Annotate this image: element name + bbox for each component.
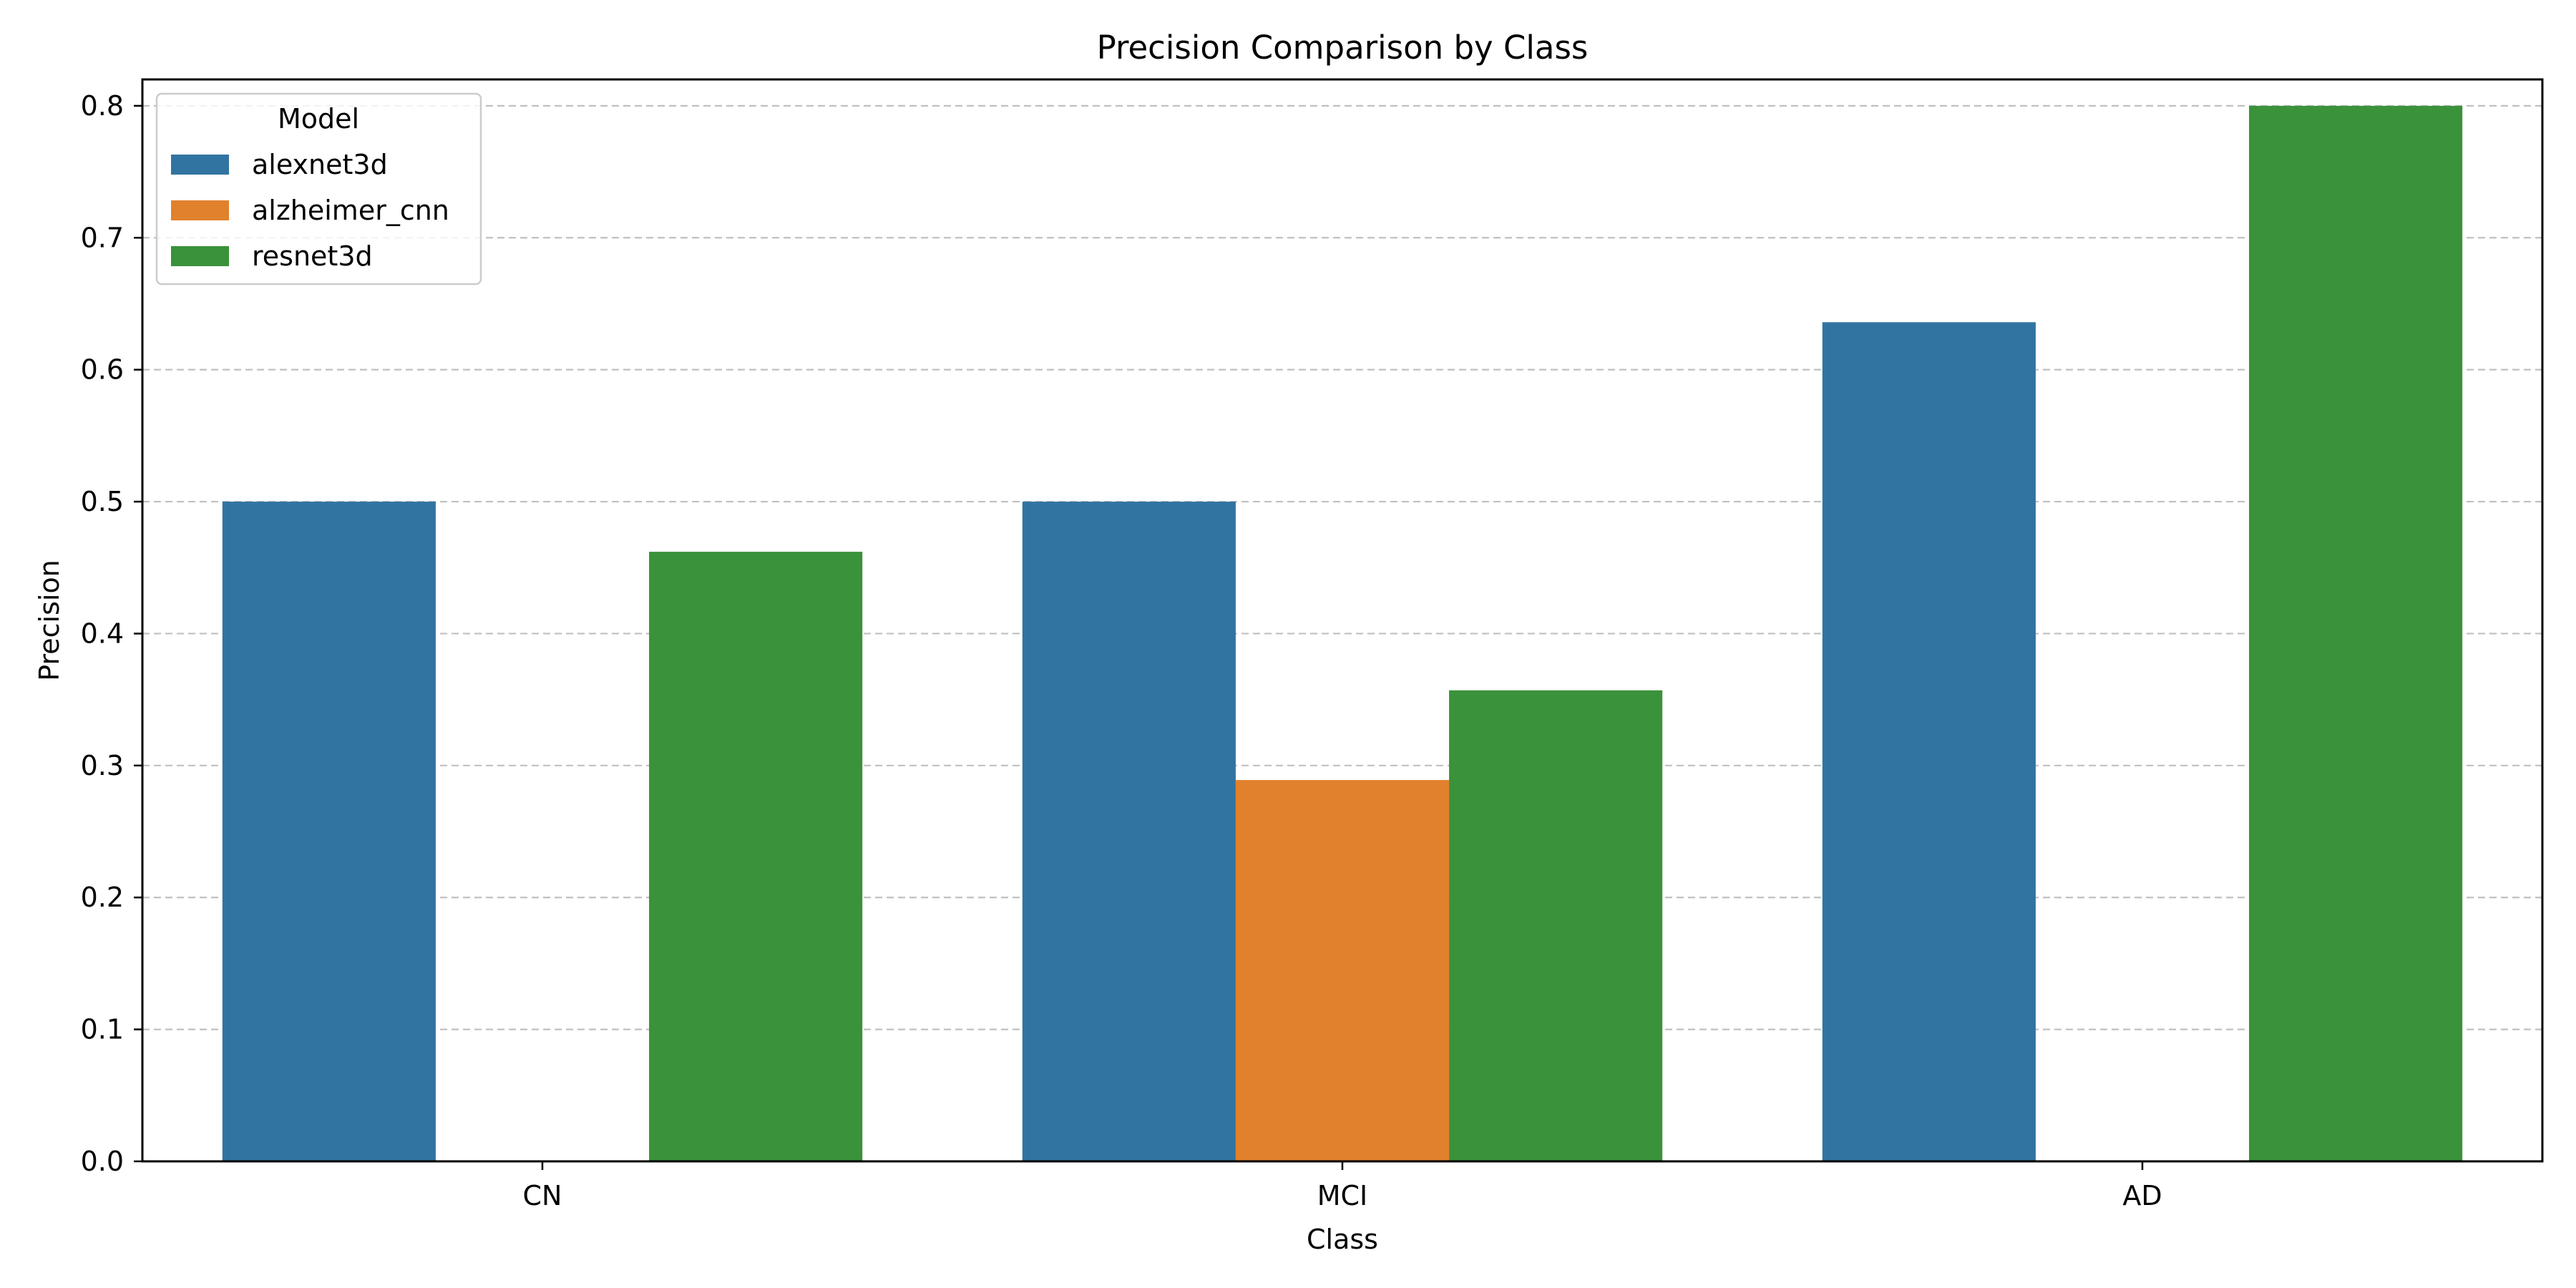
y-tick-label: 0.6: [81, 354, 124, 386]
y-tick-label: 0.4: [81, 618, 124, 649]
y-tick-label: 0.3: [81, 750, 124, 781]
y-axis-ticks: 0.0 0.1 0.2 0.3 0.4 0.5 0.6 0.7 0.8: [81, 90, 142, 1177]
bar-alexnet3d-AD: [1822, 322, 2036, 1161]
y-tick-label: 0.1: [81, 1014, 124, 1045]
legend-label-resnet3d: resnet3d: [252, 240, 373, 272]
bar-alexnet3d-CN: [222, 502, 436, 1161]
x-tick-label: AD: [2122, 1180, 2162, 1211]
legend-label-alzheimer_cnn: alzheimer_cnn: [252, 195, 449, 226]
x-axis-label: Class: [1307, 1224, 1378, 1255]
legend-entries: alexnet3d alzheimer_cnn resnet3d: [171, 149, 449, 272]
y-tick-label: 0.0: [81, 1146, 124, 1177]
legend-frame: [155, 92, 482, 286]
bar-alexnet3d-MCI: [1022, 502, 1236, 1161]
bar-resnet3d-CN: [649, 552, 863, 1161]
bar-alzheimer_cnn-MCI: [1235, 780, 1450, 1161]
x-tick-label: MCI: [1317, 1180, 1368, 1211]
bars: [222, 105, 2463, 1161]
y-tick-label: 0.5: [81, 486, 124, 517]
chart-title: Precision Comparison by Class: [1097, 29, 1589, 67]
legend-label-alexnet3d: alexnet3d: [252, 149, 388, 180]
y-tick-label: 0.2: [81, 882, 124, 913]
legend: Model alexnet3d alzheimer_cnn resnet3d: [155, 92, 482, 286]
y-tick-label: 0.7: [81, 222, 124, 253]
bar-resnet3d-AD: [2249, 105, 2463, 1161]
legend-swatch-alexnet3d: [171, 155, 229, 175]
legend-swatch-resnet3d: [171, 246, 229, 266]
x-tick-label: CN: [523, 1180, 562, 1211]
y-tick-label: 0.8: [81, 90, 124, 122]
x-axis-ticks: CN MCI AD: [523, 1161, 2162, 1211]
legend-title: Model: [278, 103, 359, 135]
bar-resnet3d-MCI: [1449, 690, 1663, 1161]
y-axis-label: Precision: [34, 560, 65, 681]
legend-swatch-alzheimer_cnn: [171, 200, 229, 220]
